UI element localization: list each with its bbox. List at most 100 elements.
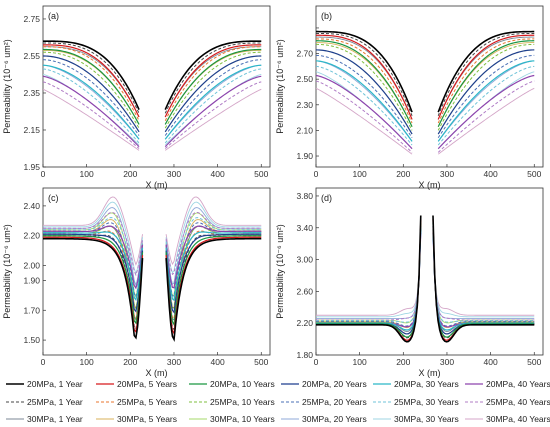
series-line-14-left [316, 221, 422, 329]
panel-label: (c) [48, 193, 59, 203]
y-tick-label: 2.20 [296, 318, 313, 328]
legend-label: 25MPa, 10 Years [210, 397, 275, 407]
panel-4: 0 100 200 300 400 500 1.80 2.20 2.60 3.00 3.40 3.80… [275, 187, 544, 378]
series-line-1-left [316, 30, 413, 113]
x-axis-label: X (m) [419, 180, 441, 190]
series-line-12-left [316, 232, 422, 321]
series-line-1-left [316, 215, 422, 343]
series-line-16-left [316, 227, 422, 319]
x-tick-label: 400 [211, 357, 225, 367]
series-line-10-right [432, 227, 535, 327]
panel-label: (a) [48, 11, 59, 21]
x-tick-label: 300 [440, 169, 454, 179]
series-line-18-right [437, 87, 535, 155]
y-tick-label: 2.70 [296, 49, 313, 59]
y-tick-label: 1.95 [23, 162, 40, 172]
series-line-3-right [164, 48, 262, 125]
series-line-17-left [43, 201, 143, 275]
series-line-16-right [437, 60, 535, 142]
series-line-7-right [437, 32, 535, 116]
series-line-4-right [164, 55, 262, 133]
panel-2: 0 100 200 300 400 500 1.90 2.10 2.30 2.50 2.70 X (m… [275, 5, 544, 190]
series-line-16-right [165, 207, 262, 286]
panel-1: 0 100 200 300 400 500 1.95 2.15 2.35 2.55 2.75 X (m… [2, 5, 271, 190]
y-tick-label: 2.60 [296, 286, 313, 296]
series-line-18-left [43, 196, 143, 266]
legend-label: 20MPa, 40 Years [486, 379, 550, 389]
x-tick-label: 0 [314, 357, 319, 367]
series-line-4-right [165, 233, 262, 314]
series-line-18-right [165, 196, 262, 266]
series-line-1-right [437, 30, 535, 113]
plot-frame [315, 187, 544, 356]
series-line-12-left [43, 211, 144, 277]
series-line-9-right [164, 51, 262, 129]
legend-label: 20MPa, 30 Years [394, 379, 459, 389]
series-line-6-right [432, 232, 535, 328]
x-tick-label: 100 [80, 169, 94, 179]
x-axis-label: X (m) [419, 368, 441, 378]
series-line-18-left [43, 88, 140, 151]
series-line-1-right [164, 40, 262, 110]
series-line-8-right [164, 46, 262, 121]
series-line-9-left [43, 51, 140, 129]
series-line-5-left [43, 231, 144, 302]
series-line-10-right [164, 59, 262, 136]
x-tick-label: 500 [254, 169, 268, 179]
x-tick-label: 0 [41, 169, 46, 179]
series-line-7-left [43, 42, 140, 114]
plot-frame [42, 5, 271, 168]
series-line-12-right [437, 80, 535, 153]
series-line-5-right [165, 231, 262, 302]
y-axis-label: Permeability (10⁻⁶ um²) [275, 224, 285, 318]
series-line-15-left [316, 224, 422, 324]
y-tick-label: 2.15 [23, 125, 40, 135]
x-tick-label: 500 [527, 169, 541, 179]
x-tick-label: 400 [211, 169, 225, 179]
series-line-11-left [316, 65, 413, 146]
series-line-5-left [316, 229, 422, 331]
series-line-10-left [43, 59, 140, 136]
series-line-6-right [164, 75, 262, 148]
x-tick-label: 200 [396, 357, 410, 367]
series-line-7-right [164, 42, 262, 114]
x-tick-label: 100 [353, 169, 367, 179]
series-line-11-right [437, 65, 535, 146]
series-line-18-right [164, 88, 262, 151]
legend-label: 20MPa, 20 Years [302, 379, 367, 389]
legend-label: 25MPa, 40 Years [486, 397, 550, 407]
legend-label: 25MPa, 30 Years [394, 397, 459, 407]
series-line-5-right [432, 229, 535, 331]
legend-label: 30MPa, 20 Years [302, 414, 367, 424]
series-line-10-left [316, 54, 413, 139]
series-lines [43, 196, 262, 342]
series-line-17-left [316, 230, 422, 318]
series-line-15-right [165, 212, 262, 297]
y-tick-label: 1.90 [296, 151, 313, 161]
series-line-13-right [432, 217, 535, 332]
series-line-7-left [316, 32, 413, 116]
x-tick-label: 200 [396, 169, 410, 179]
y-tick-label: 2.10 [296, 125, 313, 135]
y-tick-label: 2.40 [23, 201, 40, 211]
series-line-4-right [432, 225, 535, 335]
series-line-10-left [316, 227, 422, 327]
series-line-11-left [316, 229, 422, 323]
series-line-3-right [437, 40, 535, 128]
series-line-9-right [437, 43, 535, 131]
series-line-3-left [316, 40, 413, 128]
series-line-16-right [164, 64, 262, 140]
series-line-5-left [43, 64, 140, 140]
series-line-3-right [165, 235, 262, 327]
series-line-4-right [437, 49, 535, 135]
series-line-16-left [316, 60, 413, 142]
x-tick-label: 300 [167, 169, 181, 179]
x-tick-label: 500 [527, 357, 541, 367]
series-line-9-left [316, 43, 413, 131]
series-line-4-left [316, 49, 413, 135]
legend-label: 25MPa, 1 Year [27, 397, 83, 407]
plot-frame [42, 187, 271, 356]
series-line-6-left [316, 74, 413, 150]
series-line-12-right [164, 81, 262, 149]
